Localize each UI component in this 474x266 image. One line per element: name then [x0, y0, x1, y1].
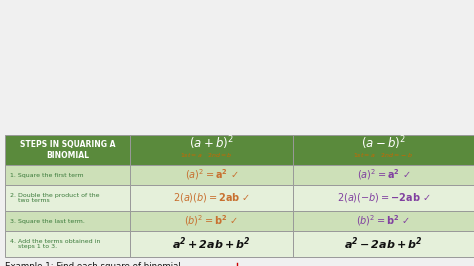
Bar: [130, 185, 293, 211]
Text: $(b)^2 = \mathbf{b^2}$ $\checkmark$: $(b)^2 = \mathbf{b^2}$ $\checkmark$: [356, 214, 410, 228]
Text: $(a)^2 = \mathbf{a^2}$ $\checkmark$: $(a)^2 = \mathbf{a^2}$ $\checkmark$: [185, 168, 238, 182]
Bar: [5, 231, 130, 257]
Text: $(b)^2 = \mathbf{b^2}$ $\checkmark$: $(b)^2 = \mathbf{b^2}$ $\checkmark$: [184, 214, 238, 228]
Text: $\bfit{a^2 + 2ab + b^2}$: $\bfit{a^2 + 2ab + b^2}$: [172, 236, 251, 252]
Bar: [5, 185, 130, 211]
Text: $1st = a$   $2nd = -b$: $1st = a$ $2nd = -b$: [354, 151, 413, 159]
Bar: [293, 165, 474, 185]
Text: $2(a)(-b) = \mathbf{-2ab}$ $\checkmark$: $2(a)(-b) = \mathbf{-2ab}$ $\checkmark$: [337, 192, 430, 205]
Text: $(a + b)^2$: $(a + b)^2$: [189, 134, 234, 152]
Bar: [293, 211, 474, 231]
Bar: [5, 135, 130, 165]
Text: Example 1: Find each square of binomial.: Example 1: Find each square of binomial.: [5, 262, 183, 266]
Bar: [130, 165, 293, 185]
Bar: [5, 211, 130, 231]
Text: $2(a)(b) = \mathbf{2ab}$ $\checkmark$: $2(a)(b) = \mathbf{2ab}$ $\checkmark$: [173, 192, 250, 205]
Text: 2. Double the product of the
    two terms: 2. Double the product of the two terms: [10, 193, 100, 203]
Text: $(a)^2 = \mathbf{a^2}$ $\checkmark$: $(a)^2 = \mathbf{a^2}$ $\checkmark$: [356, 168, 410, 182]
Bar: [293, 185, 474, 211]
Bar: [130, 211, 293, 231]
Bar: [293, 135, 474, 165]
Text: 3. Square the last term.: 3. Square the last term.: [10, 218, 85, 223]
Bar: [5, 165, 130, 185]
Text: 4. Add the terms obtained in
    steps 1 to 3.: 4. Add the terms obtained in steps 1 to …: [10, 239, 100, 250]
Text: STEPS IN SQUARING A
BINOMIAL: STEPS IN SQUARING A BINOMIAL: [20, 140, 115, 160]
Text: $1st = a$   $2nd = b$: $1st = a$ $2nd = b$: [180, 151, 233, 159]
Text: $\bfit{a^2 - 2ab + b^2}$: $\bfit{a^2 - 2ab + b^2}$: [344, 236, 423, 252]
Bar: [130, 135, 293, 165]
Text: 1. Square the first term: 1. Square the first term: [10, 172, 83, 177]
Bar: [130, 231, 293, 257]
Bar: [293, 231, 474, 257]
Text: $(a - b)^2$: $(a - b)^2$: [361, 134, 406, 152]
